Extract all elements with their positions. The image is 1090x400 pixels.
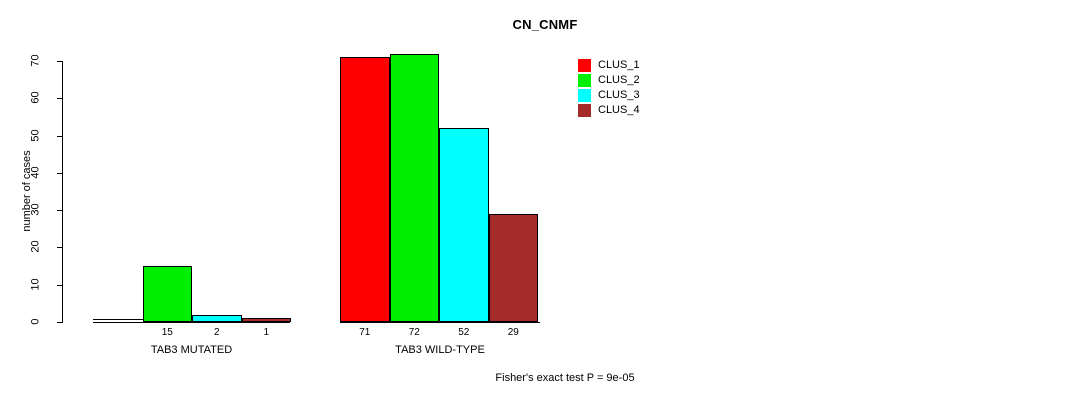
bar-value-label: 71 (359, 327, 371, 338)
bar-value-label: 72 (408, 327, 420, 338)
footer-annotation: Fisher's exact test P = 9e-05 (0, 372, 1090, 384)
legend-item[interactable]: CLUS_4 (578, 103, 640, 118)
footer-annotation-text: Fisher's exact test P = 9e-05 (495, 372, 635, 384)
y-axis-tick-label: 70 (29, 54, 42, 67)
bar-clus_1[interactable] (93, 319, 143, 322)
legend-swatch-icon (578, 104, 591, 117)
y-axis-tick (57, 322, 62, 323)
legend-item-label: CLUS_4 (598, 104, 640, 116)
bar-value-label: 2 (213, 327, 220, 338)
legend-item[interactable]: CLUS_1 (578, 58, 640, 73)
y-axis-tick (57, 210, 62, 212)
legend-item-label: CLUS_2 (598, 74, 640, 86)
bar-value-label: 52 (458, 327, 470, 338)
y-axis-title: number of cases (21, 150, 33, 232)
bar-value-label: 1 (263, 327, 270, 338)
y-axis-tick (57, 135, 62, 137)
group-baseline (93, 322, 290, 323)
y-axis-tick (57, 172, 62, 174)
y-axis-tick-label: 60 (29, 91, 42, 104)
group-axis-label: TAB3 MUTATED (150, 344, 233, 356)
chart-title: CN_CNMF (512, 17, 578, 32)
y-axis-tick-label: 10 (29, 278, 42, 291)
group-axis-label: TAB3 WILD-TYPE (395, 344, 485, 356)
bar-clus_4[interactable] (488, 213, 538, 322)
legend-item[interactable]: CLUS_2 (578, 73, 640, 88)
bar-value-label: 29 (507, 327, 519, 338)
legend-swatch-icon (578, 74, 591, 87)
legend: CLUS_1 CLUS_2 CLUS_3 CLUS_4 (578, 58, 640, 118)
y-axis-tick-label: 0 (29, 318, 42, 325)
y-axis-tick (57, 247, 62, 249)
bar-clus_2[interactable] (389, 53, 439, 322)
legend-item-label: CLUS_3 (598, 89, 640, 101)
bar-value-label: 15 (161, 327, 173, 338)
legend-swatch-icon (578, 59, 591, 72)
bar-clus_2[interactable] (142, 266, 192, 322)
bar-clus_4[interactable] (241, 318, 291, 322)
bar-clus_1[interactable] (340, 57, 390, 322)
legend-item[interactable]: CLUS_3 (578, 88, 640, 103)
y-axis-tick (57, 98, 62, 100)
legend-item-label: CLUS_1 (598, 59, 640, 71)
bar-clus_3[interactable] (192, 314, 242, 322)
group-baseline (340, 322, 540, 323)
y-axis-tick (57, 284, 62, 286)
y-axis-line (62, 61, 63, 323)
legend-swatch-icon (578, 89, 591, 102)
bar-clus_3[interactable] (439, 128, 489, 322)
y-axis-tick (57, 61, 62, 62)
